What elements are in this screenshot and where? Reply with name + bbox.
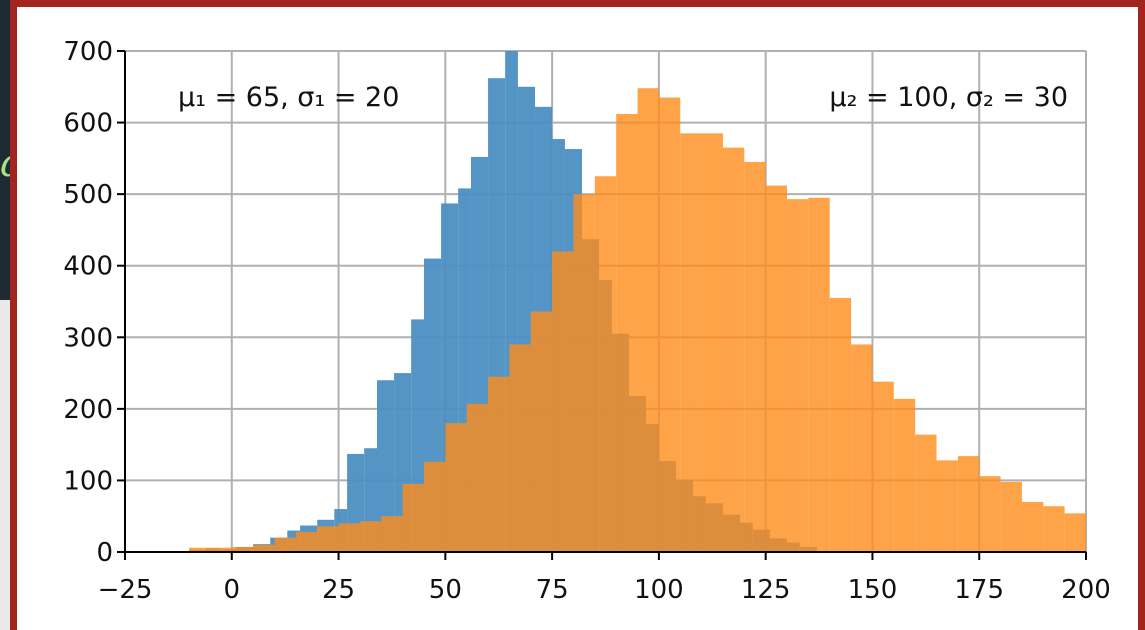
histogram-bar-series-2 (979, 476, 1001, 552)
histogram-bar-series-1 (376, 380, 395, 552)
histogram-bar-series-2 (658, 97, 681, 552)
histogram-bars (189, 51, 1145, 552)
histogram-bar-series-2 (1107, 525, 1128, 552)
histogram-bar-series-2 (616, 113, 638, 552)
histogram-bar-series-2 (530, 311, 553, 552)
axes (117, 50, 1087, 560)
histogram-bar-series-2 (851, 344, 873, 552)
histogram-bar-series-2 (1043, 506, 1065, 552)
x-tick-label: 100 (634, 575, 684, 605)
y-tick-label: 400 (63, 252, 113, 282)
x-tick-label: 150 (848, 575, 898, 605)
histogram-bar-series-2 (787, 199, 809, 552)
histogram-bar-series-2 (231, 546, 254, 552)
y-tick-label: 100 (63, 466, 113, 496)
x-tick-label: −25 (98, 575, 153, 605)
histogram-bar-series-2 (402, 484, 424, 552)
annotation-series-1: μ₁ = 65, σ₁ = 20 (178, 82, 399, 113)
histogram-bar-series-2 (701, 133, 723, 552)
tick-labels: −25 0 25 50 75 100 125 150 175 200 0 100 200 300 400 50… (63, 37, 1110, 605)
histogram-bar-series-2 (872, 381, 894, 552)
y-tick-label: 200 (63, 395, 113, 425)
histogram-bar-series-2 (445, 423, 467, 552)
x-tick-label: 125 (741, 575, 791, 605)
annotation-series-2: μ₂ = 100, σ₂ = 30 (829, 82, 1068, 113)
histogram-bar-series-2 (1000, 481, 1022, 552)
y-tick-label: 700 (63, 37, 113, 67)
histogram-bar-series-2 (637, 88, 659, 552)
histogram-bar-series-2 (722, 147, 745, 552)
histogram-bar-series-2 (359, 521, 382, 552)
histogram-bar-series-2 (381, 516, 403, 552)
x-tick-label: 175 (954, 575, 1004, 605)
histogram-bar-series-2 (189, 547, 211, 552)
histogram-bar-series-2 (552, 251, 574, 552)
y-tick-label: 500 (63, 180, 113, 210)
histogram-bar-series-2 (765, 185, 788, 552)
histogram-bar-series-2 (1129, 536, 1145, 552)
histogram-bar-series-2 (338, 523, 360, 552)
histogram-bar-series-2 (808, 197, 830, 552)
histogram-bar-series-2 (488, 376, 510, 552)
histogram-bar-series-2 (1021, 501, 1044, 552)
y-tick-label: 600 (63, 109, 113, 139)
histogram-bar-series-2 (915, 434, 937, 552)
x-tick-label: 200 (1061, 575, 1111, 605)
histogram-bar-series-2 (295, 531, 318, 552)
histogram-bar-series-2 (936, 460, 958, 552)
histogram-bar-series-2 (466, 403, 489, 552)
histogram-bar-series-2 (274, 537, 296, 552)
histogram-bar-series-2 (829, 297, 852, 552)
histogram-bar-series-2 (210, 547, 232, 552)
histogram-bar-series-2 (509, 344, 531, 552)
x-tick-label: 0 (224, 575, 241, 605)
histogram-bar-series-2 (744, 161, 766, 552)
histogram-bar-series-2 (253, 544, 275, 552)
histogram-bar-series-2 (957, 456, 980, 552)
histogram-bar-series-2 (317, 526, 339, 552)
histogram-bar-series-2 (680, 133, 702, 552)
x-tick-label: 25 (322, 575, 355, 605)
y-tick-label: 0 (96, 538, 113, 568)
x-tick-label: 75 (536, 575, 569, 605)
histogram-bar-series-2 (573, 194, 595, 552)
histogram-bar-series-2 (893, 398, 916, 552)
histogram-bar-series-2 (423, 461, 446, 552)
y-tick-label: 300 (63, 323, 113, 353)
histogram-bar-series-2 (1086, 518, 1107, 552)
histogram-bar-series-2 (594, 176, 617, 552)
histogram-bar-series-2 (1064, 513, 1086, 552)
x-tick-label: 50 (429, 575, 462, 605)
